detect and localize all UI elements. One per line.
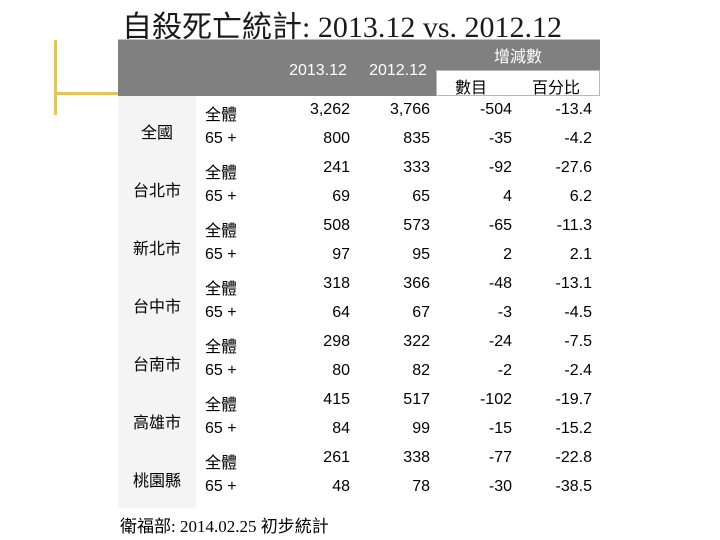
cell-2013: 261 xyxy=(323,449,350,466)
cell-type: 全體 xyxy=(205,397,238,414)
cell-2013: 800 xyxy=(323,130,350,147)
city-label: 新北市 xyxy=(132,241,181,258)
cell-percent: 6.2 xyxy=(569,188,592,205)
cell-type: 全體 xyxy=(205,107,238,124)
cell-2012: 3,766 xyxy=(389,101,430,118)
cell-2012: 573 xyxy=(403,217,430,234)
cell-count: -15 xyxy=(488,420,512,437)
cell-count: -35 xyxy=(488,130,512,147)
city-label: 高雄市 xyxy=(132,415,181,432)
cell-type: 65 + xyxy=(205,130,237,147)
subheader-band xyxy=(436,70,600,96)
cell-percent: -4.2 xyxy=(564,130,592,147)
cell-2012: 95 xyxy=(412,246,430,263)
cell-type: 65 + xyxy=(205,420,237,437)
cell-count: -3 xyxy=(497,304,512,321)
cell-type: 65 + xyxy=(205,304,237,321)
cell-type: 全體 xyxy=(205,223,238,240)
page-title: 自殺死亡統計: 2013.12 vs. 2012.12 xyxy=(122,11,563,44)
cell-2013: 3,262 xyxy=(309,101,350,118)
cell-2012: 333 xyxy=(403,159,430,176)
cell-2012: 517 xyxy=(403,391,430,408)
cell-count: 4 xyxy=(503,188,512,205)
cell-2012: 835 xyxy=(403,130,430,147)
source-note: 衛福部: 2014.02.25 初步統計 xyxy=(120,517,329,536)
header-change: 增減數 xyxy=(493,49,542,66)
cell-count: -504 xyxy=(479,101,512,118)
cell-2013: 415 xyxy=(323,391,350,408)
cell-2013: 298 xyxy=(323,333,350,350)
cell-2013: 80 xyxy=(332,362,350,379)
city-column xyxy=(118,96,196,508)
city-label: 台北市 xyxy=(132,183,181,200)
cell-2012: 65 xyxy=(412,188,430,205)
cell-count: 2 xyxy=(503,246,512,263)
cell-2012: 322 xyxy=(403,333,430,350)
cell-type: 65 + xyxy=(205,188,237,205)
cell-2013: 84 xyxy=(332,420,350,437)
city-label: 全國 xyxy=(140,125,173,142)
cell-2012: 338 xyxy=(403,449,430,466)
cell-percent: -13.4 xyxy=(555,101,592,118)
cell-count: -77 xyxy=(488,449,512,466)
cell-percent: -13.1 xyxy=(555,275,592,292)
cell-2013: 64 xyxy=(332,304,350,321)
header-2012: 2012.12 xyxy=(369,62,427,79)
cell-percent: -19.7 xyxy=(555,391,592,408)
cell-count: -48 xyxy=(488,275,512,292)
city-label: 台南市 xyxy=(132,357,181,374)
cell-count: -30 xyxy=(488,478,512,495)
cell-2013: 318 xyxy=(323,275,350,292)
cell-percent: -2.4 xyxy=(564,362,592,379)
header-percent: 百分比 xyxy=(531,80,580,97)
accent-line-top xyxy=(118,39,600,40)
cell-percent: -22.8 xyxy=(555,449,592,466)
cell-type: 全體 xyxy=(205,165,238,182)
cell-percent: 2.1 xyxy=(569,246,592,263)
cell-count: -2 xyxy=(497,362,512,379)
cell-2013: 97 xyxy=(332,246,350,263)
accent-line-left-vertical xyxy=(54,40,57,115)
cell-2013: 508 xyxy=(323,217,350,234)
cell-2012: 67 xyxy=(412,304,430,321)
cell-count: -92 xyxy=(488,159,512,176)
cell-count: -102 xyxy=(479,391,512,408)
cell-percent: -27.6 xyxy=(555,159,592,176)
cell-2013: 241 xyxy=(323,159,350,176)
cell-2012: 82 xyxy=(412,362,430,379)
cell-percent: -38.5 xyxy=(555,478,592,495)
cell-2012: 366 xyxy=(403,275,430,292)
cell-count: -24 xyxy=(488,333,512,350)
cell-count: -65 xyxy=(488,217,512,234)
cell-type: 65 + xyxy=(205,362,237,379)
cell-2012: 78 xyxy=(412,478,430,495)
city-label: 台中市 xyxy=(132,299,181,316)
header-2013: 2013.12 xyxy=(289,62,347,79)
cell-type: 65 + xyxy=(205,246,237,263)
header-count: 數目 xyxy=(454,80,487,97)
cell-percent: -4.5 xyxy=(564,304,592,321)
cell-percent: -7.5 xyxy=(564,333,592,350)
cell-type: 全體 xyxy=(205,339,238,356)
city-label: 桃園縣 xyxy=(132,473,181,490)
cell-2013: 48 xyxy=(332,478,350,495)
cell-2012: 99 xyxy=(412,420,430,437)
cell-type: 全體 xyxy=(205,455,238,472)
accent-line-left-horizontal xyxy=(54,92,118,95)
cell-type: 全體 xyxy=(205,281,238,298)
cell-percent: -15.2 xyxy=(555,420,592,437)
cell-type: 65 + xyxy=(205,478,237,495)
cell-2013: 69 xyxy=(332,188,350,205)
cell-percent: -11.3 xyxy=(556,217,592,234)
